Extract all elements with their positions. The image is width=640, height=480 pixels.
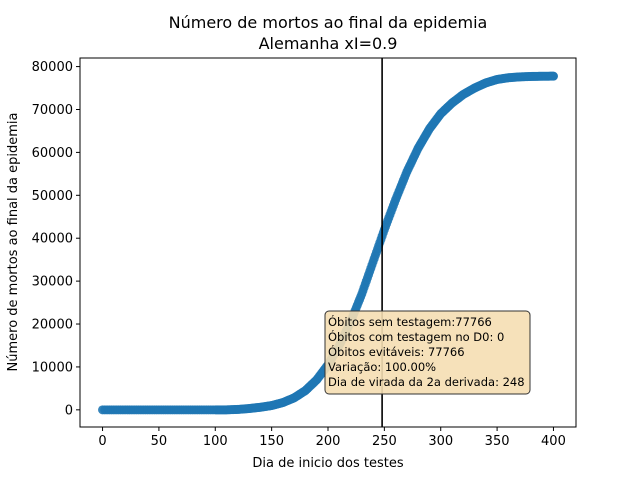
x-tick-label: 50 — [151, 434, 168, 449]
y-tick-label: 30000 — [32, 275, 73, 290]
x-tick-label: 300 — [428, 434, 453, 449]
y-tick-label: 80000 — [32, 60, 73, 75]
annotation-line: Óbitos evitáveis: 77766 — [328, 344, 465, 359]
y-tick-label: 40000 — [32, 232, 73, 247]
y-tick-label: 50000 — [32, 189, 73, 204]
x-tick-label: 100 — [203, 434, 228, 449]
x-tick-label: 350 — [485, 434, 510, 449]
x-tick-label: 250 — [372, 434, 397, 449]
y-tick-label: 60000 — [32, 146, 73, 161]
x-tick-label: 200 — [316, 434, 341, 449]
annotation-line: Dia de virada da 2a derivada: 248 — [328, 375, 525, 389]
annotation-box — [324, 310, 531, 395]
data-point — [548, 71, 558, 81]
x-tick-label: 150 — [259, 434, 284, 449]
y-tick-label: 10000 — [32, 360, 73, 375]
y-axis-label: Número de mortos ao final da epidemia — [6, 113, 21, 372]
chart-title-line-2: Alemanha xI=0.9 — [259, 34, 398, 53]
y-tick-label: 0 — [65, 403, 73, 418]
annotation-line: Óbitos com testagem no D0: 0 — [328, 329, 504, 344]
annotation-line: Óbitos sem testagem:77766 — [328, 314, 492, 329]
x-axis-label: Dia de inicio dos testes — [252, 456, 403, 471]
x-tick-label: 400 — [541, 434, 566, 449]
chart-title-line-1: Número de mortos ao final da epidemia — [169, 13, 488, 32]
y-tick-label: 20000 — [32, 318, 73, 333]
y-tick-label: 70000 — [32, 103, 73, 118]
annotation-line: Variação: 100.00% — [328, 360, 436, 374]
x-tick-label: 0 — [98, 434, 106, 449]
